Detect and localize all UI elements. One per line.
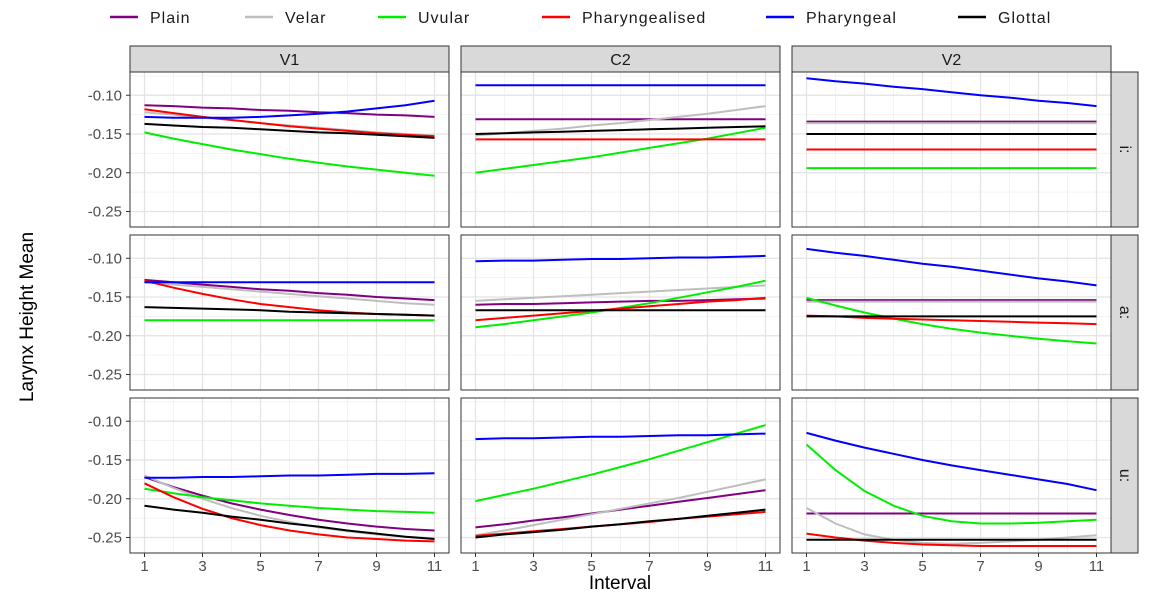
y-axis-title: Larynx Height Mean <box>17 232 38 402</box>
series-line-uvular <box>475 424 766 503</box>
legend-label-uvular: Uvular <box>418 10 470 27</box>
series-line-glottal <box>144 306 435 317</box>
x-tick-label: 11 <box>1089 558 1105 575</box>
panel-border <box>129 397 450 554</box>
x-tick-label: 7 <box>314 558 322 575</box>
x-tick-label: 3 <box>198 558 206 575</box>
legend-label-pharyngeal: Pharyngeal <box>806 10 897 27</box>
series-line-plain <box>144 278 435 302</box>
series-line-pharyngeal <box>806 431 1097 492</box>
panel-border <box>791 397 1112 554</box>
x-tick-label: 5 <box>918 558 926 575</box>
series-line-plain <box>475 297 766 306</box>
x-tick-label: 5 <box>256 558 264 575</box>
y-tick-label: -0.10 <box>88 250 122 267</box>
row-strip <box>1110 234 1139 391</box>
series-line-pharyngeal <box>806 247 1097 287</box>
x-tick-label: 9 <box>703 558 711 575</box>
axes: -0.25 -0.20 -0.15 -0.10 -0.25 -0.20 -0.15 -0.10… <box>88 87 1104 575</box>
series-line-velar <box>475 478 766 537</box>
y-tick-label: -0.20 <box>88 491 122 508</box>
panel-C2-i: <box>460 71 781 228</box>
y-tick-label: -0.15 <box>88 289 122 306</box>
series-line-glottal <box>144 122 435 139</box>
row-strip <box>1110 71 1139 228</box>
panel-C2-u: <box>460 397 781 554</box>
panel-border <box>791 71 1112 228</box>
panel-border <box>460 397 781 554</box>
series-line-pharyngeal <box>144 99 435 119</box>
x-tick-label: 9 <box>1034 558 1042 575</box>
y-tick-label: -0.20 <box>88 328 122 345</box>
column-strip-label: C2 <box>610 52 631 69</box>
series-line-velar <box>475 284 766 302</box>
series-line-uvular <box>805 443 1097 525</box>
series-line-pharyngealised <box>475 296 766 322</box>
x-tick-label: 11 <box>758 558 774 575</box>
panel-V2-a: <box>791 234 1112 391</box>
panel-border <box>129 234 450 391</box>
y-tick-label: -0.10 <box>88 413 122 430</box>
x-tick-label: 7 <box>645 558 653 575</box>
y-tick-label: -0.25 <box>88 530 122 547</box>
row-strip-label: i: <box>1116 146 1133 154</box>
series-line-plain <box>144 476 435 532</box>
legend-label-glottal: Glottal <box>998 10 1051 27</box>
series-line-glottal <box>144 504 435 540</box>
row-strip <box>1110 397 1139 554</box>
legend: Plain Velar Uvular Pharyngealised Pharyngeal… <box>110 10 1051 27</box>
series-line-pharyngealised <box>144 108 435 138</box>
column-strip <box>791 45 1112 73</box>
panel-border <box>460 234 781 391</box>
series-line-pharyngeal <box>475 254 766 263</box>
x-tick-label: 3 <box>860 558 868 575</box>
x-tick-label: 1 <box>471 558 479 575</box>
column-strip <box>460 45 781 73</box>
panel-border <box>791 234 1112 391</box>
y-tick-label: -0.10 <box>88 87 122 104</box>
y-tick-label: -0.20 <box>88 165 122 182</box>
x-tick-label: 3 <box>529 558 537 575</box>
series-line-glottal <box>475 508 766 539</box>
panel-V2-u: <box>791 397 1112 554</box>
legend-label-plain: Plain <box>150 10 191 27</box>
x-tick-label: 11 <box>427 558 443 575</box>
x-tick-label: 5 <box>587 558 595 575</box>
series-line-uvular <box>144 131 435 177</box>
series-line-uvular <box>475 126 766 174</box>
legend-label-pharyngealised: Pharyngealised <box>582 10 706 27</box>
panel-border <box>460 71 781 228</box>
series-line-uvular <box>806 296 1097 345</box>
panel-grid: V1 C2 V2 i: a: u: <box>129 45 1139 554</box>
y-tick-label: -0.15 <box>88 452 122 469</box>
x-axis-title: Interval <box>589 573 651 594</box>
panel-V1-u: <box>129 397 450 554</box>
legend-label-velar: Velar <box>285 10 326 27</box>
series-line-glottal <box>475 125 766 135</box>
series-line-uvular <box>144 487 435 514</box>
panel-border <box>129 71 450 228</box>
x-tick-label: 1 <box>802 558 810 575</box>
series-line-pharyngeal <box>806 77 1097 108</box>
series-line-pharyngeal <box>144 472 435 479</box>
column-strip-label: V2 <box>942 52 962 69</box>
x-tick-label: 9 <box>372 558 380 575</box>
series-line-velar <box>144 281 435 306</box>
row-strip-label: a: <box>1116 306 1133 319</box>
series-line-pharyngeal <box>475 432 766 441</box>
panel-V1-a: <box>129 234 450 391</box>
x-tick-label: 1 <box>140 558 148 575</box>
series-line-plain <box>144 104 435 118</box>
panel-V2-i: <box>791 71 1112 228</box>
x-tick-label: 7 <box>976 558 984 575</box>
row-strip-label: u: <box>1116 469 1133 482</box>
series-line-pharyngealised <box>144 482 435 543</box>
y-tick-label: -0.15 <box>88 126 122 143</box>
y-tick-label: -0.25 <box>88 204 122 221</box>
panel-C2-a: <box>460 234 781 391</box>
panel-V1-i: <box>129 71 450 228</box>
column-strip-label: V1 <box>280 52 300 69</box>
y-tick-label: -0.25 <box>88 367 122 384</box>
